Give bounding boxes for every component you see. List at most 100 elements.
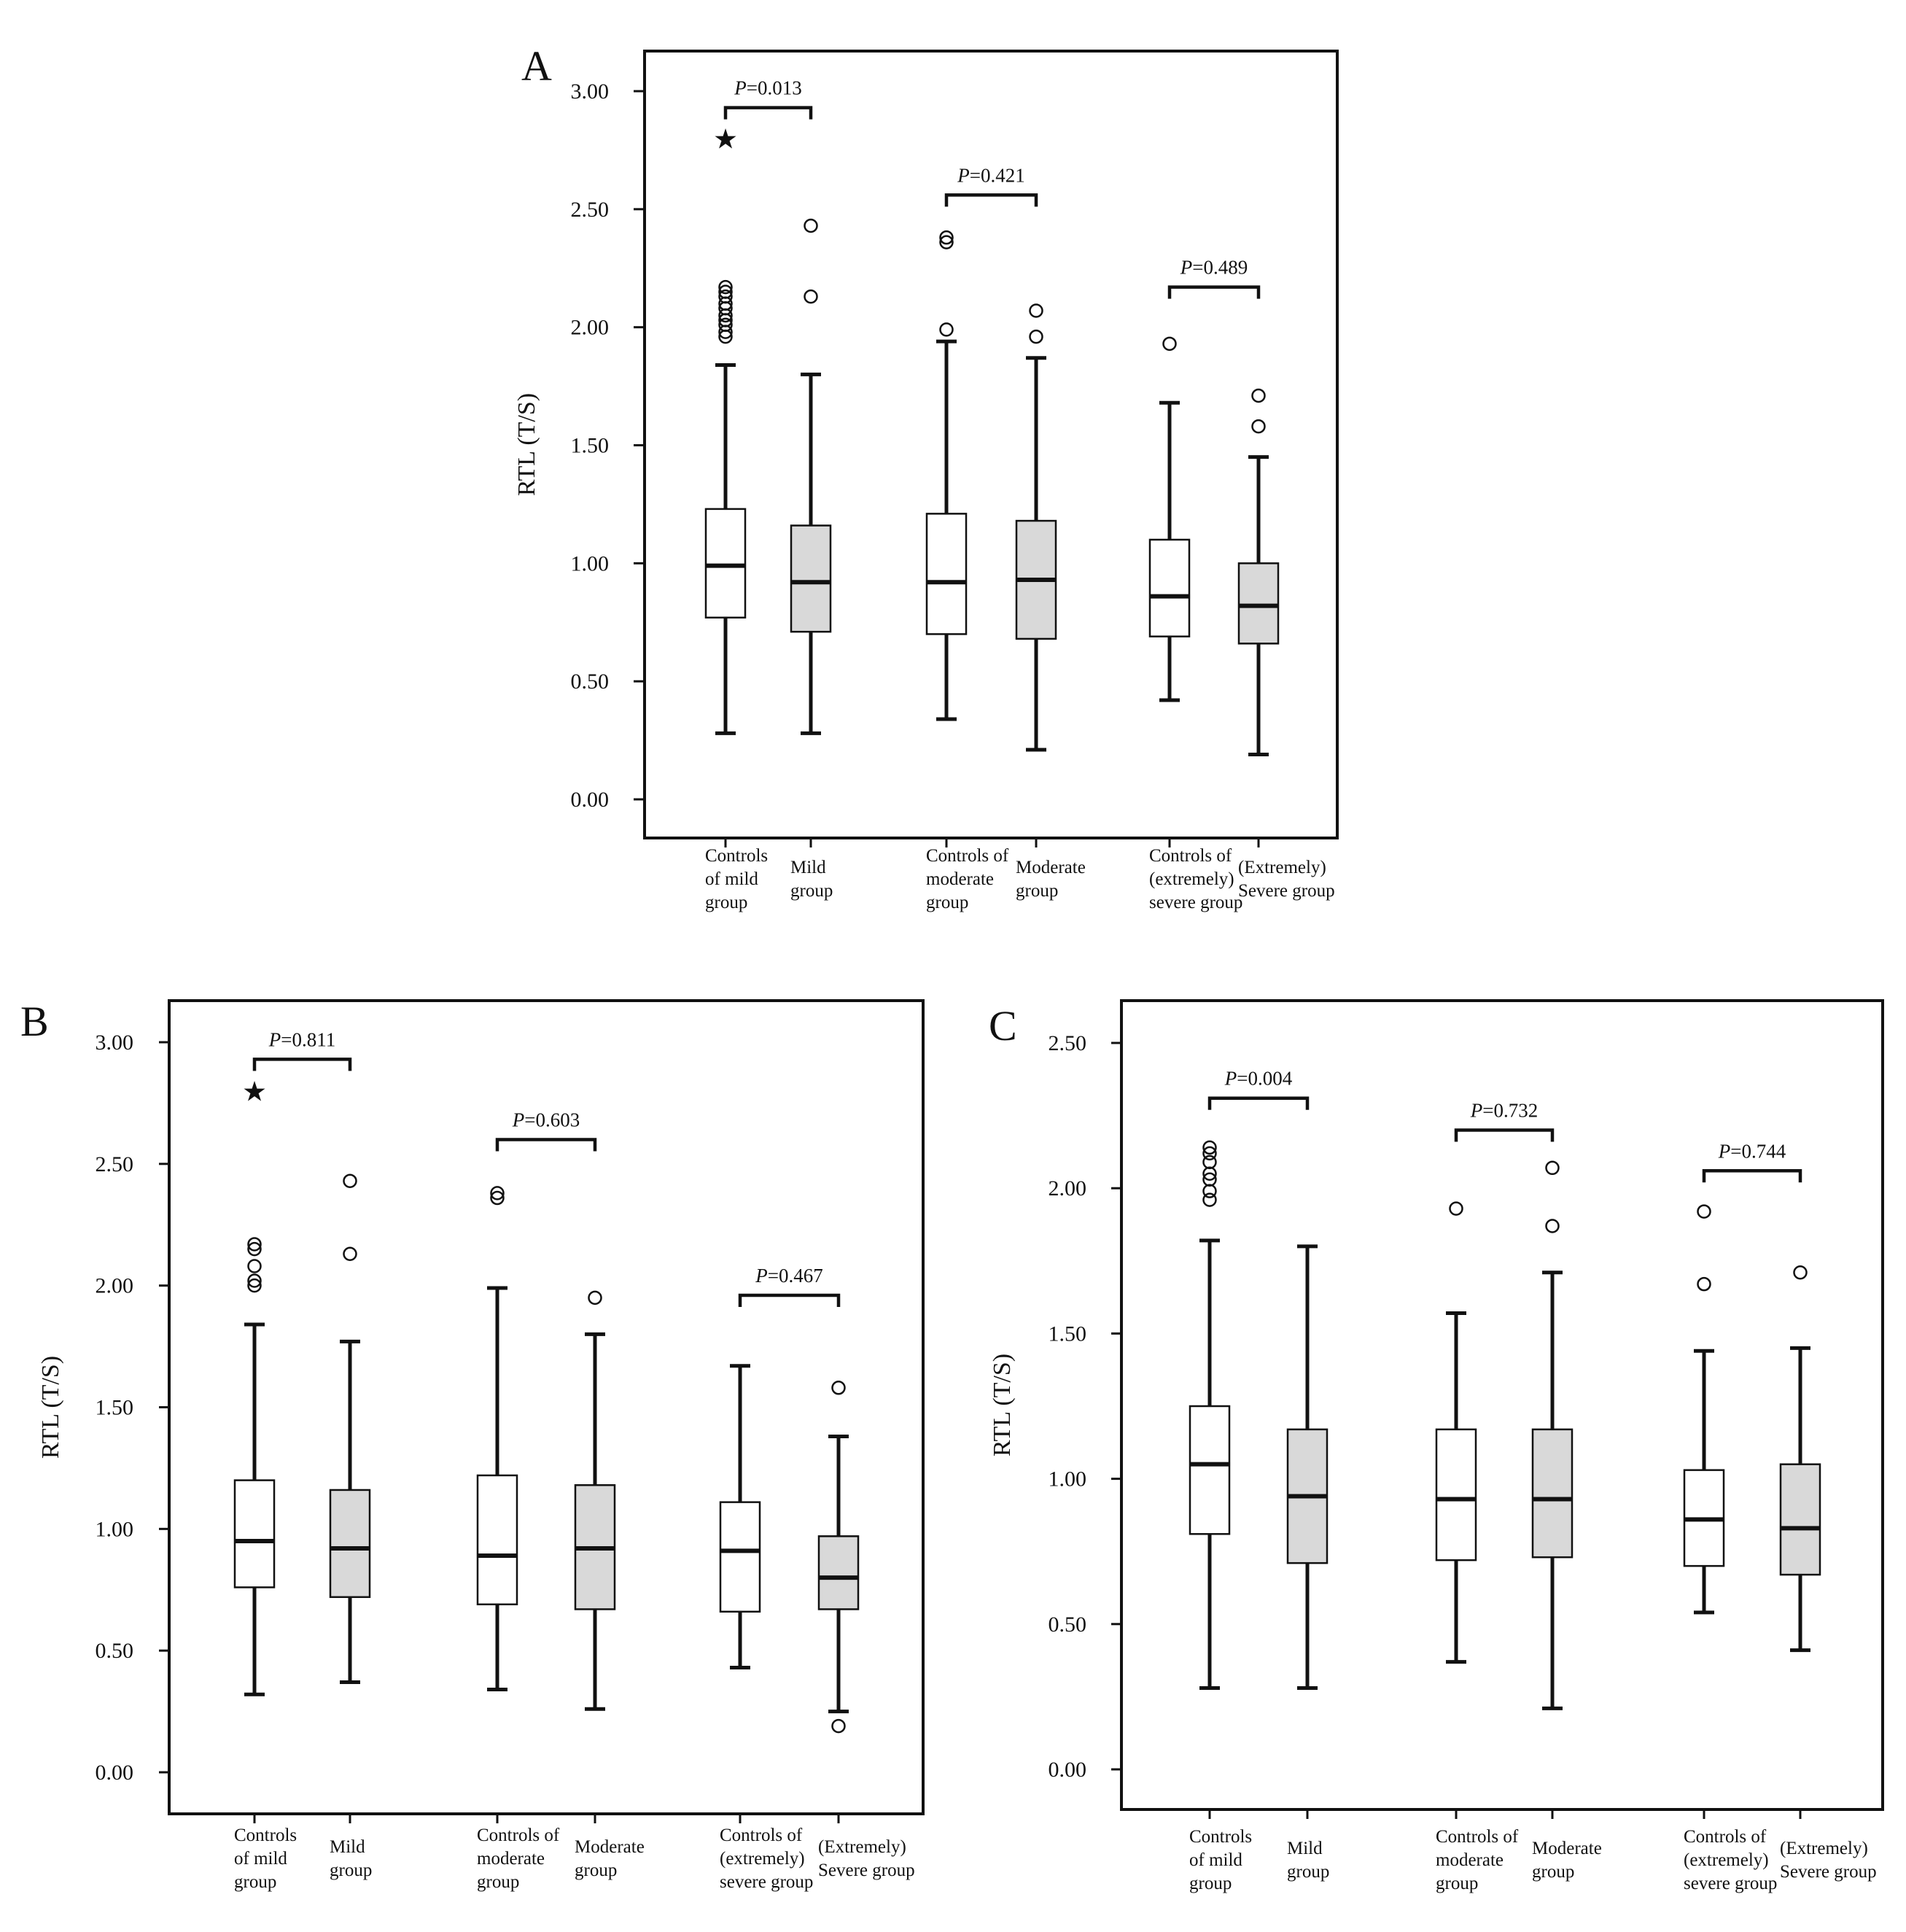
bracket-line: [723, 106, 813, 120]
iqr-box: [1779, 1463, 1821, 1576]
bracket-line: [1167, 285, 1261, 299]
y-tick-label: 1.50: [96, 1396, 134, 1420]
iqr-box: [329, 1489, 371, 1599]
x-category-label: (Extremely) Severe group: [818, 1837, 915, 1880]
x-category-label-line: group: [1189, 1874, 1232, 1893]
outlier-point: [247, 1241, 262, 1257]
p-value-bracket: P=0.489: [1167, 257, 1261, 299]
outlier-point: [804, 289, 818, 304]
y-tick-label: 3.00: [571, 79, 610, 104]
x-category-label: Controls of moderate group: [477, 1826, 560, 1892]
y-tick-label: 1.00: [1049, 1467, 1087, 1491]
outlier-point: [1697, 1276, 1711, 1292]
outlier-point: [247, 1237, 262, 1252]
x-category-label-line: Controls of: [1149, 846, 1232, 866]
y-tick-label: 1.00: [96, 1517, 134, 1541]
x-category-label-line: Mild: [790, 858, 826, 877]
outlier-point: [1449, 1201, 1463, 1216]
outlier-point: [247, 1278, 262, 1293]
x-category-label-line: Severe group: [1238, 881, 1335, 901]
panel-letter: A: [521, 42, 552, 90]
y-tick-label: 0.50: [96, 1639, 134, 1663]
y-tick-label: 2.50: [571, 198, 610, 222]
y-axis-label: RTL (T/S): [513, 393, 540, 496]
outlier-point: [939, 235, 954, 249]
outlier-point: [1202, 1192, 1217, 1207]
x-category-label-line: moderate: [926, 869, 994, 889]
x-category-label: (Extremely) Severe group: [1780, 1839, 1877, 1882]
outlier-point: [718, 317, 733, 333]
panel-b: B 0.00 0.50 1.00 1.50 2.00 2.50 3.00 RTL (T/S) ★ C…: [20, 998, 925, 1892]
plot-frame: [1120, 999, 1884, 1811]
box-4: [1015, 303, 1057, 752]
y-tick-label: 1.00: [571, 551, 610, 575]
outlier-point: [490, 1186, 505, 1200]
box-1: ★: [233, 1077, 276, 1696]
outlier-point: [247, 1259, 262, 1273]
x-category-label: Moderate group: [575, 1837, 645, 1880]
iqr-box: [1237, 562, 1280, 645]
y-tick-label: 0.50: [1049, 1613, 1087, 1637]
box-6: [817, 1381, 860, 1734]
box-3: [925, 230, 968, 721]
outlier-point: [939, 230, 954, 245]
outlier-point: [588, 1290, 602, 1306]
x-category-label: Mild group: [1287, 1839, 1329, 1882]
box-5: [1148, 336, 1191, 702]
iqr-box: [1148, 538, 1191, 637]
x-category-label: Moderate group: [1016, 858, 1086, 901]
iqr-box: [1189, 1405, 1231, 1535]
p-value-label: P=0.421: [957, 164, 1024, 186]
x-category-label-line: Controls: [234, 1826, 297, 1845]
x-category-label-line: (Extremely): [1238, 858, 1326, 877]
outlier-point: [1162, 336, 1177, 352]
x-category-label-line: group: [477, 1872, 519, 1892]
x-category-label-line: of mild: [1189, 1850, 1242, 1870]
p-value-bracket: P=0.744: [1702, 1140, 1802, 1183]
x-category-label-line: group: [705, 893, 747, 912]
x-category-label-line: Moderate: [1016, 858, 1086, 877]
x-category-label: Moderate group: [1532, 1839, 1602, 1882]
box-2: [790, 218, 832, 735]
outlier-point: [1029, 303, 1043, 318]
x-category-label-line: group: [575, 1861, 617, 1880]
x-category-label: Controls of mild group: [234, 1826, 297, 1892]
p-value-bracket: P=0.732: [1454, 1100, 1555, 1142]
iqr-box: [476, 1474, 518, 1606]
x-category-label-line: of mild: [234, 1849, 287, 1869]
box-3: [476, 1186, 518, 1692]
iqr-box: [790, 524, 832, 633]
y-tick-label: 2.00: [96, 1274, 134, 1298]
x-category-label-line: severe group: [1149, 893, 1242, 912]
y-tick-label: 1.50: [1049, 1322, 1087, 1346]
iqr-box: [925, 513, 968, 635]
x-category-label-line: Controls of: [926, 846, 1009, 866]
y-axis-label: RTL (T/S): [989, 1354, 1016, 1456]
bracket-line: [944, 193, 1038, 207]
box-2: [1286, 1244, 1329, 1690]
x-category-label-line: group: [1532, 1862, 1574, 1882]
x-category-label-line: moderate: [1436, 1850, 1504, 1870]
outlier-point: [1251, 419, 1266, 434]
iqr-box: [817, 1535, 860, 1610]
x-category-label: Controls of mild group: [705, 846, 768, 912]
outlier-point: [718, 284, 733, 299]
outlier-point: [1202, 1140, 1217, 1155]
y-tick-label: 2.50: [1049, 1031, 1087, 1055]
iqr-box: [1531, 1428, 1574, 1559]
outlier-point: [1251, 388, 1266, 403]
x-category-label-line: moderate: [477, 1849, 545, 1869]
box-6: [1237, 388, 1280, 757]
outlier-point: [1545, 1219, 1560, 1233]
x-category-label: Controls of moderate group: [926, 846, 1009, 912]
p-value-bracket: P=0.013: [723, 77, 813, 120]
p-value-bracket: P=0.421: [944, 164, 1038, 207]
x-category-label-line: Mild: [330, 1837, 365, 1857]
x-category-label-line: group: [1436, 1874, 1478, 1893]
extreme-point: ★: [713, 125, 738, 155]
y-tick-label: 0.50: [571, 670, 610, 694]
bracket-line: [1454, 1128, 1555, 1142]
outlier-point: [1697, 1204, 1711, 1219]
box-4: [1531, 1160, 1574, 1710]
